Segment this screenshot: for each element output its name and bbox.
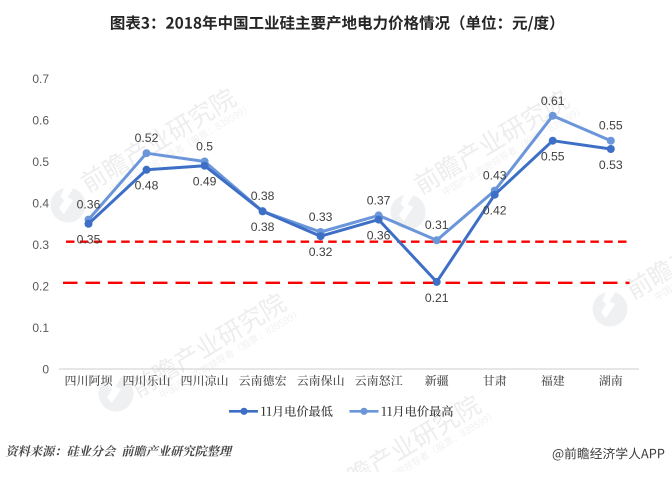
svg-text:0.31: 0.31 <box>425 218 449 232</box>
svg-text:0.38: 0.38 <box>251 189 275 203</box>
svg-text:0.3: 0.3 <box>32 238 49 252</box>
svg-text:0.5: 0.5 <box>196 139 213 153</box>
svg-text:0.52: 0.52 <box>135 131 159 145</box>
svg-text:0.42: 0.42 <box>483 204 507 218</box>
svg-text:0.53: 0.53 <box>599 158 623 172</box>
svg-text:0.6: 0.6 <box>32 113 49 127</box>
svg-text:0: 0 <box>42 362 49 376</box>
svg-text:0.35: 0.35 <box>77 233 101 247</box>
svg-text:0.37: 0.37 <box>367 193 391 207</box>
svg-text:0.38: 0.38 <box>251 220 275 234</box>
svg-text:0.36: 0.36 <box>77 198 101 212</box>
svg-text:0.61: 0.61 <box>541 94 565 108</box>
svg-text:0.4: 0.4 <box>32 196 49 210</box>
svg-text:0.49: 0.49 <box>193 175 217 189</box>
svg-text:0.21: 0.21 <box>425 291 449 305</box>
svg-text:0.55: 0.55 <box>599 119 623 133</box>
svg-text:0.5: 0.5 <box>32 155 49 169</box>
svg-text:0.55: 0.55 <box>541 150 565 164</box>
svg-text:0.36: 0.36 <box>367 229 391 243</box>
svg-text:0.33: 0.33 <box>309 210 333 224</box>
svg-text:0.7: 0.7 <box>32 72 49 86</box>
svg-text:0.1: 0.1 <box>32 321 49 335</box>
svg-text:0.32: 0.32 <box>309 245 333 259</box>
svg-text:0.43: 0.43 <box>483 169 507 183</box>
svg-text:0.2: 0.2 <box>32 279 49 293</box>
svg-text:0.48: 0.48 <box>135 179 159 193</box>
